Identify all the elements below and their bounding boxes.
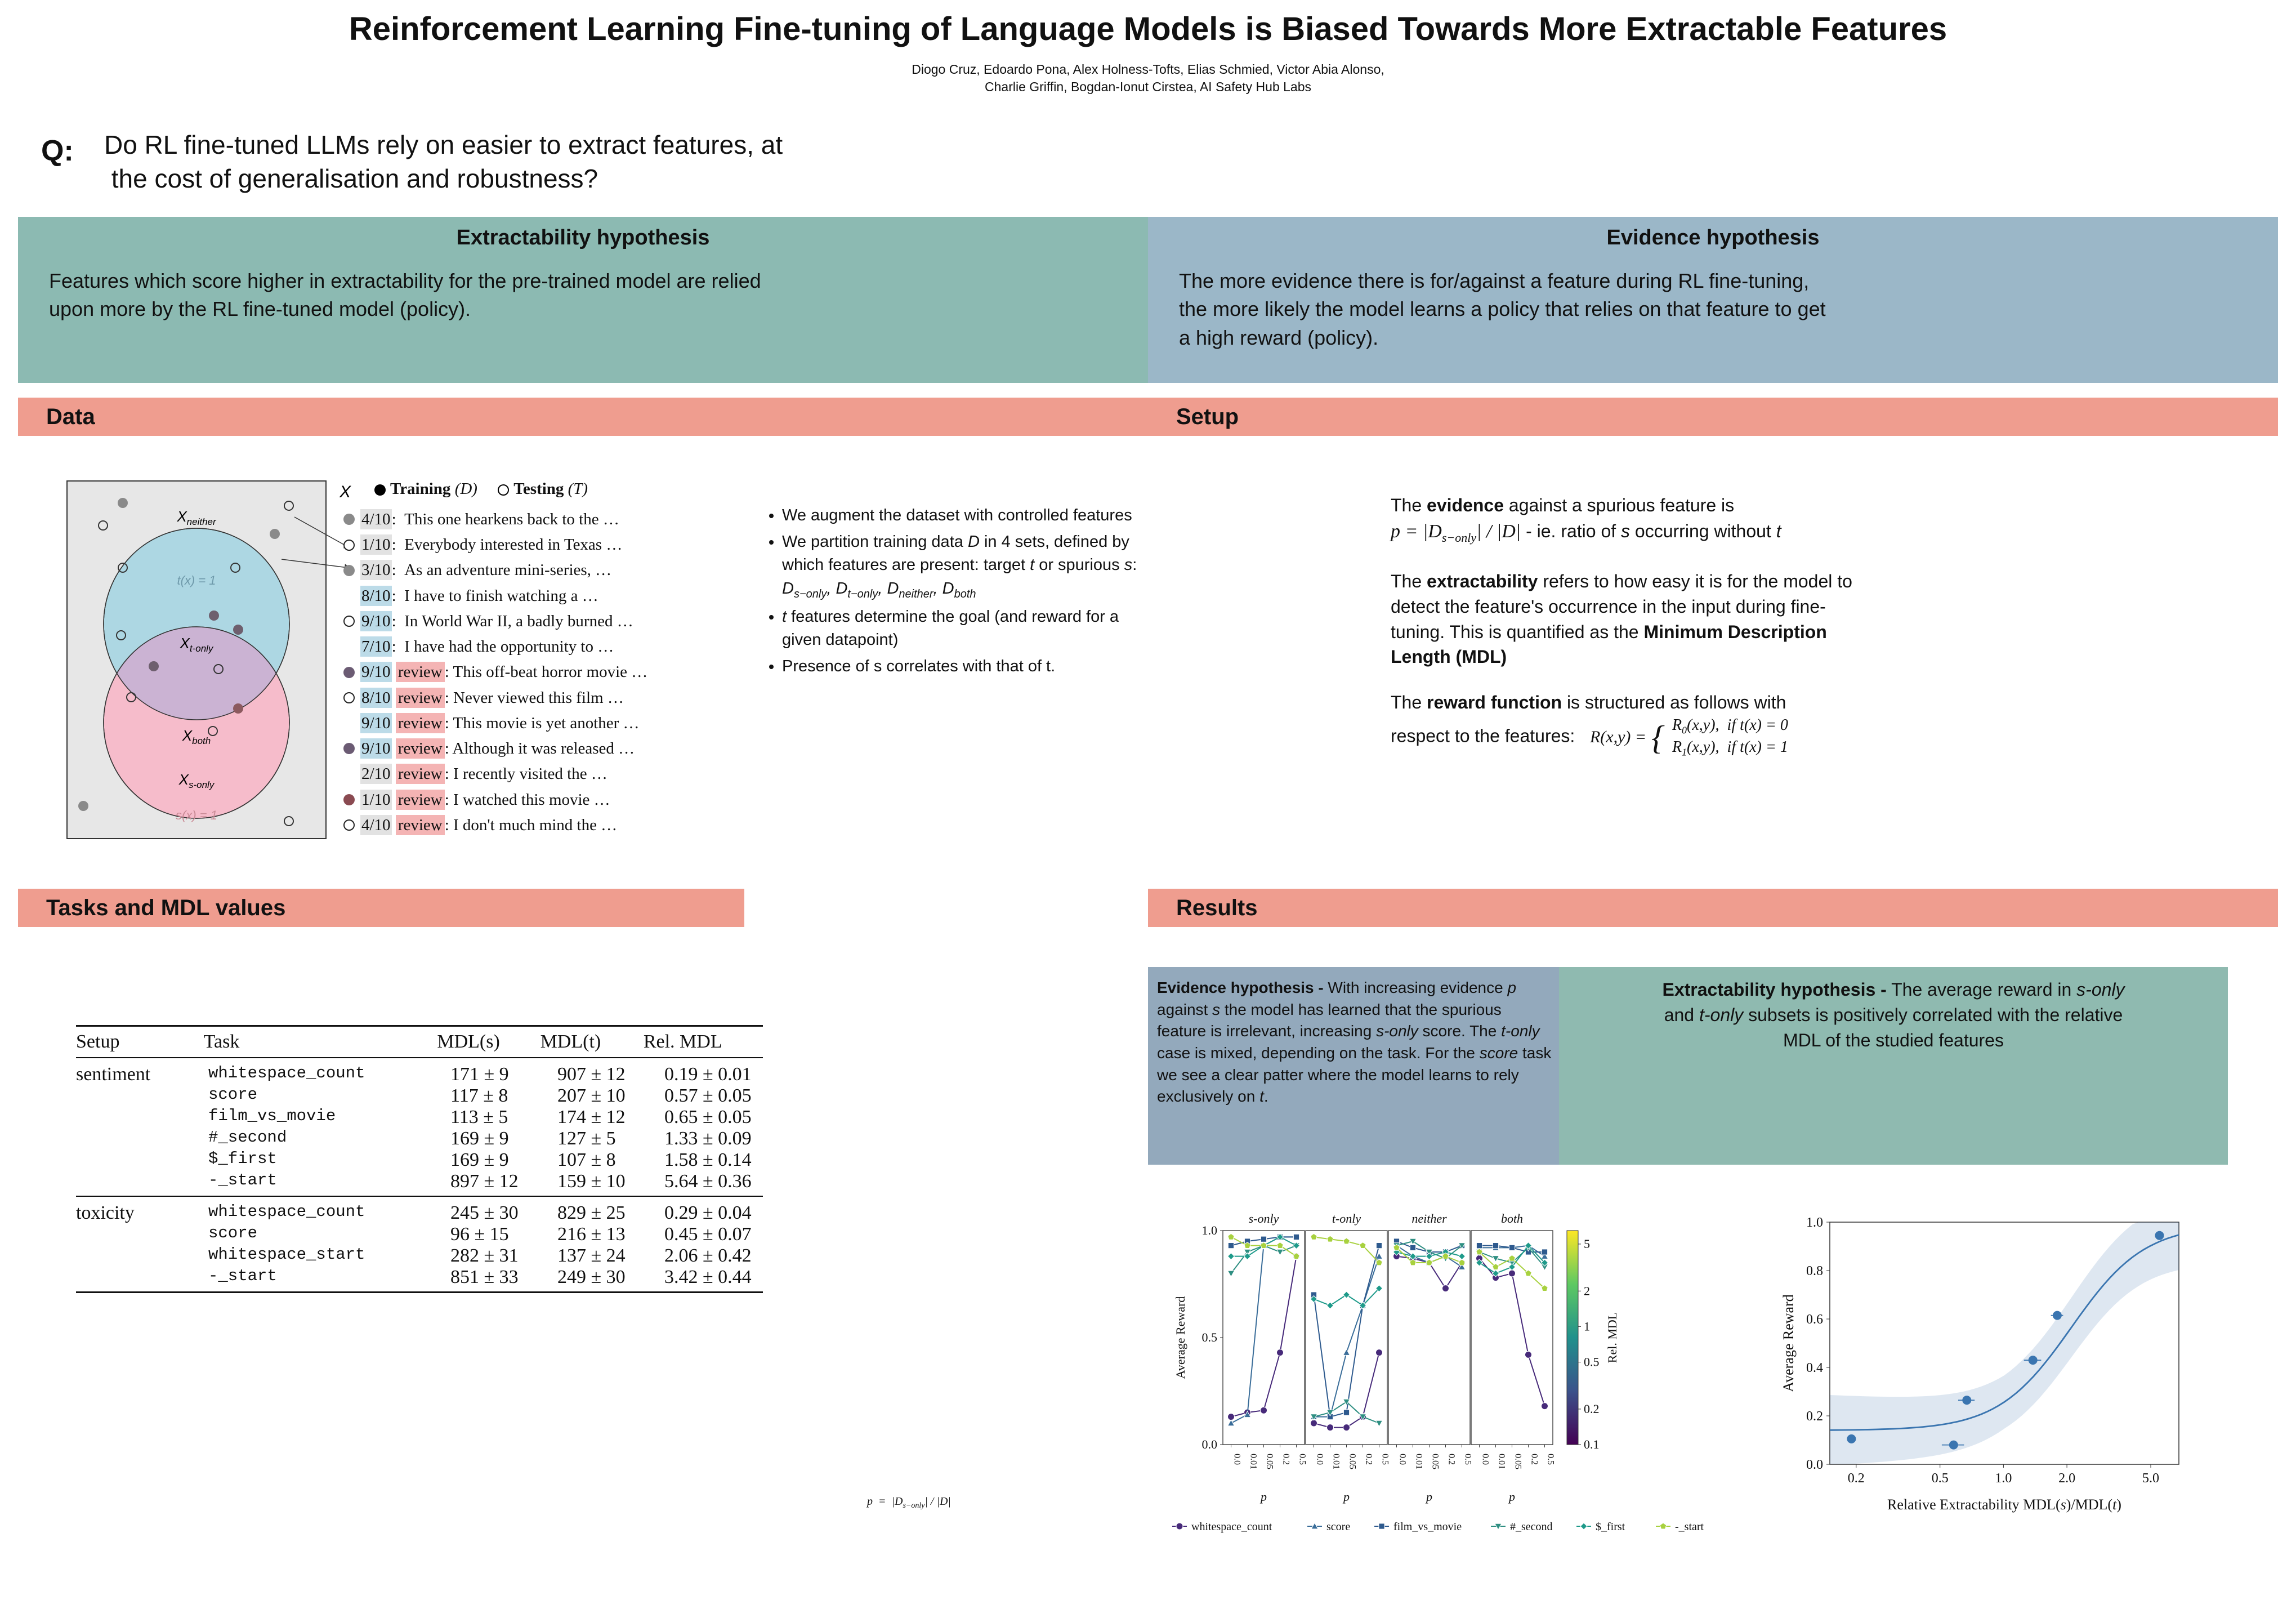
svg-text:p: p xyxy=(1342,1490,1350,1504)
svg-text:$_first: $_first xyxy=(1596,1521,1625,1533)
svg-text:0.0: 0.0 xyxy=(1481,1454,1490,1465)
svg-text:0.2: 0.2 xyxy=(1848,1471,1865,1486)
svg-text:t-only: t-only xyxy=(1332,1211,1361,1226)
svg-text:both: both xyxy=(1501,1211,1523,1226)
svg-text:0.2: 0.2 xyxy=(1530,1454,1539,1465)
svg-text:1.0: 1.0 xyxy=(1995,1471,2012,1486)
svg-text:0.01: 0.01 xyxy=(1249,1454,1258,1469)
svg-text:0.8: 0.8 xyxy=(1806,1264,1823,1278)
svg-text:film_vs_movie: film_vs_movie xyxy=(1393,1521,1462,1533)
svg-text:score: score xyxy=(1326,1521,1350,1533)
svg-text:0.5: 0.5 xyxy=(1202,1330,1218,1344)
svg-text:Average Reward: Average Reward xyxy=(1780,1294,1797,1392)
svg-text:0.2: 0.2 xyxy=(1584,1402,1600,1416)
svg-text:1.0: 1.0 xyxy=(1806,1215,1823,1230)
svg-text:0.2: 0.2 xyxy=(1364,1454,1374,1465)
svg-text:1: 1 xyxy=(1584,1319,1590,1333)
svg-text:Average Reward: Average Reward xyxy=(1173,1296,1187,1379)
svg-text:Rel. MDL: Rel. MDL xyxy=(1605,1312,1619,1363)
svg-text:s(x) = 1: s(x) = 1 xyxy=(176,808,217,822)
svg-text:0.5: 0.5 xyxy=(1463,1454,1473,1465)
svg-text:p: p xyxy=(1259,1490,1267,1504)
svg-text:2: 2 xyxy=(1584,1284,1590,1298)
svg-text:0.5: 0.5 xyxy=(1584,1355,1600,1369)
svg-text:s-only: s-only xyxy=(1249,1211,1279,1226)
svg-text:0.2: 0.2 xyxy=(1447,1454,1457,1465)
svg-text:0.1: 0.1 xyxy=(1584,1437,1600,1451)
svg-text:neither: neither xyxy=(1411,1211,1447,1226)
svg-text:-_start: -_start xyxy=(1675,1521,1704,1533)
svg-text:0.01: 0.01 xyxy=(1414,1454,1424,1469)
svg-text:0.0: 0.0 xyxy=(1806,1458,1823,1472)
svg-text:0.05: 0.05 xyxy=(1265,1454,1275,1469)
svg-text:1.0: 1.0 xyxy=(1202,1223,1218,1237)
svg-text:0.4: 0.4 xyxy=(1806,1361,1823,1375)
svg-text:#_second: #_second xyxy=(1510,1521,1553,1533)
svg-text:0.0: 0.0 xyxy=(1398,1454,1408,1465)
svg-text:whitespace_count: whitespace_count xyxy=(1191,1521,1272,1533)
svg-text:0.5: 0.5 xyxy=(1932,1471,1949,1486)
svg-text:t(x) = 1: t(x) = 1 xyxy=(177,573,216,587)
svg-text:0.0: 0.0 xyxy=(1202,1437,1218,1451)
svg-text:0.2: 0.2 xyxy=(1806,1409,1823,1424)
svg-text:0.05: 0.05 xyxy=(1513,1454,1523,1469)
svg-text:Relative Extractability MDL(s): Relative Extractability MDL(s)/MDL(t) xyxy=(1887,1496,2121,1513)
svg-text:0.05: 0.05 xyxy=(1348,1454,1357,1469)
svg-text:0.0: 0.0 xyxy=(1232,1454,1242,1465)
svg-text:2.0: 2.0 xyxy=(2058,1471,2075,1486)
svg-text:0.05: 0.05 xyxy=(1431,1454,1440,1469)
svg-text:0.5: 0.5 xyxy=(1298,1454,1307,1465)
svg-text:0.2: 0.2 xyxy=(1281,1454,1291,1465)
svg-text:0.01: 0.01 xyxy=(1497,1454,1507,1469)
svg-text:p: p xyxy=(1508,1490,1515,1504)
svg-text:0.5: 0.5 xyxy=(1381,1454,1390,1465)
svg-text:p: p xyxy=(1425,1490,1432,1504)
svg-text:0.6: 0.6 xyxy=(1806,1312,1823,1327)
svg-text:0.01: 0.01 xyxy=(1332,1454,1341,1469)
svg-text:0.0: 0.0 xyxy=(1315,1454,1325,1465)
svg-text:X: X xyxy=(339,483,351,501)
svg-text:5.0: 5.0 xyxy=(2142,1471,2159,1486)
svg-text:0.5: 0.5 xyxy=(1546,1454,1556,1465)
svg-text:5: 5 xyxy=(1584,1237,1590,1251)
